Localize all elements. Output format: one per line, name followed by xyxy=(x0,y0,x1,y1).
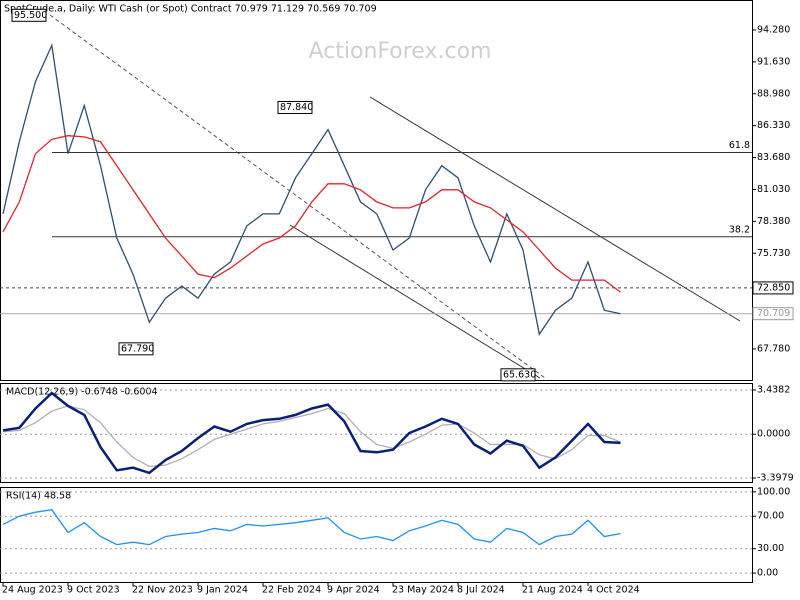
channel-line xyxy=(369,96,741,322)
x-tick-label: 23 May 2024 xyxy=(392,585,454,596)
y-tick-label: 70.00 xyxy=(757,511,784,522)
annotation-label: 65.630 xyxy=(503,369,536,380)
watermark: ActionForex.com xyxy=(309,39,492,64)
x-tick-label: 9 Jan 2024 xyxy=(197,585,248,596)
annotation-label: 87.840 xyxy=(280,102,313,113)
y-tick-label: 0.00 xyxy=(757,568,778,579)
y-tick-label: 86.330 xyxy=(757,120,790,131)
series-line xyxy=(2,508,621,546)
annotation-box xyxy=(11,8,47,22)
annotation-label: 67.790 xyxy=(121,343,154,354)
price-panel xyxy=(0,0,753,381)
y-tick-label: 88.980 xyxy=(757,88,790,99)
macd-panel xyxy=(0,383,753,483)
annotation-label: 95.500 xyxy=(14,10,47,21)
x-tick-label: 9 Oct 2023 xyxy=(67,585,120,596)
y-tick-label: -3.3979 xyxy=(757,472,794,483)
rsi-panel xyxy=(0,487,753,583)
y-tick-label: 0.0000 xyxy=(757,429,790,440)
y-tick-label: 67.780 xyxy=(757,343,790,354)
trend-line xyxy=(49,14,546,379)
x-tick-label: 4 Oct 2024 xyxy=(587,585,640,596)
marker-box xyxy=(752,281,794,295)
x-tick-label: 9 Apr 2024 xyxy=(327,585,380,596)
panel-title: MACD(12,26,9) -0.6748 -0.6004 xyxy=(6,387,158,398)
x-tick-label: 22 Feb 2024 xyxy=(262,585,321,596)
y-tick-label: 75.730 xyxy=(757,248,790,259)
x-tick-label: 24 Aug 2023 xyxy=(2,585,63,596)
y-tick-label: 30.00 xyxy=(757,543,784,554)
y-tick-label: 3.4382 xyxy=(757,384,790,395)
x-tick-label: 21 Aug 2024 xyxy=(522,585,583,596)
panel-title: RSI(14) 48.58 xyxy=(6,491,71,502)
panel-title: SpotCrude.a, Daily: WTI Cash (or Spot) C… xyxy=(4,4,377,15)
y-tick-label: 78.380 xyxy=(757,216,790,227)
y-tick-label: 81.030 xyxy=(757,184,790,195)
series-line xyxy=(2,135,621,293)
y-tick-label: 83.680 xyxy=(757,152,790,163)
series-line xyxy=(2,391,621,475)
annotation-box xyxy=(277,100,313,114)
fib-label: 61.8 xyxy=(729,140,750,151)
marker-box xyxy=(752,307,794,321)
x-tick-label: 8 Jul 2024 xyxy=(457,585,505,596)
y-tick-label: 100.00 xyxy=(757,486,790,497)
annotation-box xyxy=(500,368,536,382)
marker-label: 70.709 xyxy=(757,308,790,319)
x-tick-label: 22 Nov 2023 xyxy=(132,585,193,596)
y-tick-label: 91.630 xyxy=(757,56,790,67)
series-line xyxy=(2,43,621,336)
y-tick-label: 94.280 xyxy=(757,24,790,35)
fib-label: 38.2 xyxy=(729,224,750,235)
channel-line xyxy=(289,224,541,379)
marker-label: 72.850 xyxy=(757,282,790,293)
annotation-box xyxy=(118,342,154,356)
